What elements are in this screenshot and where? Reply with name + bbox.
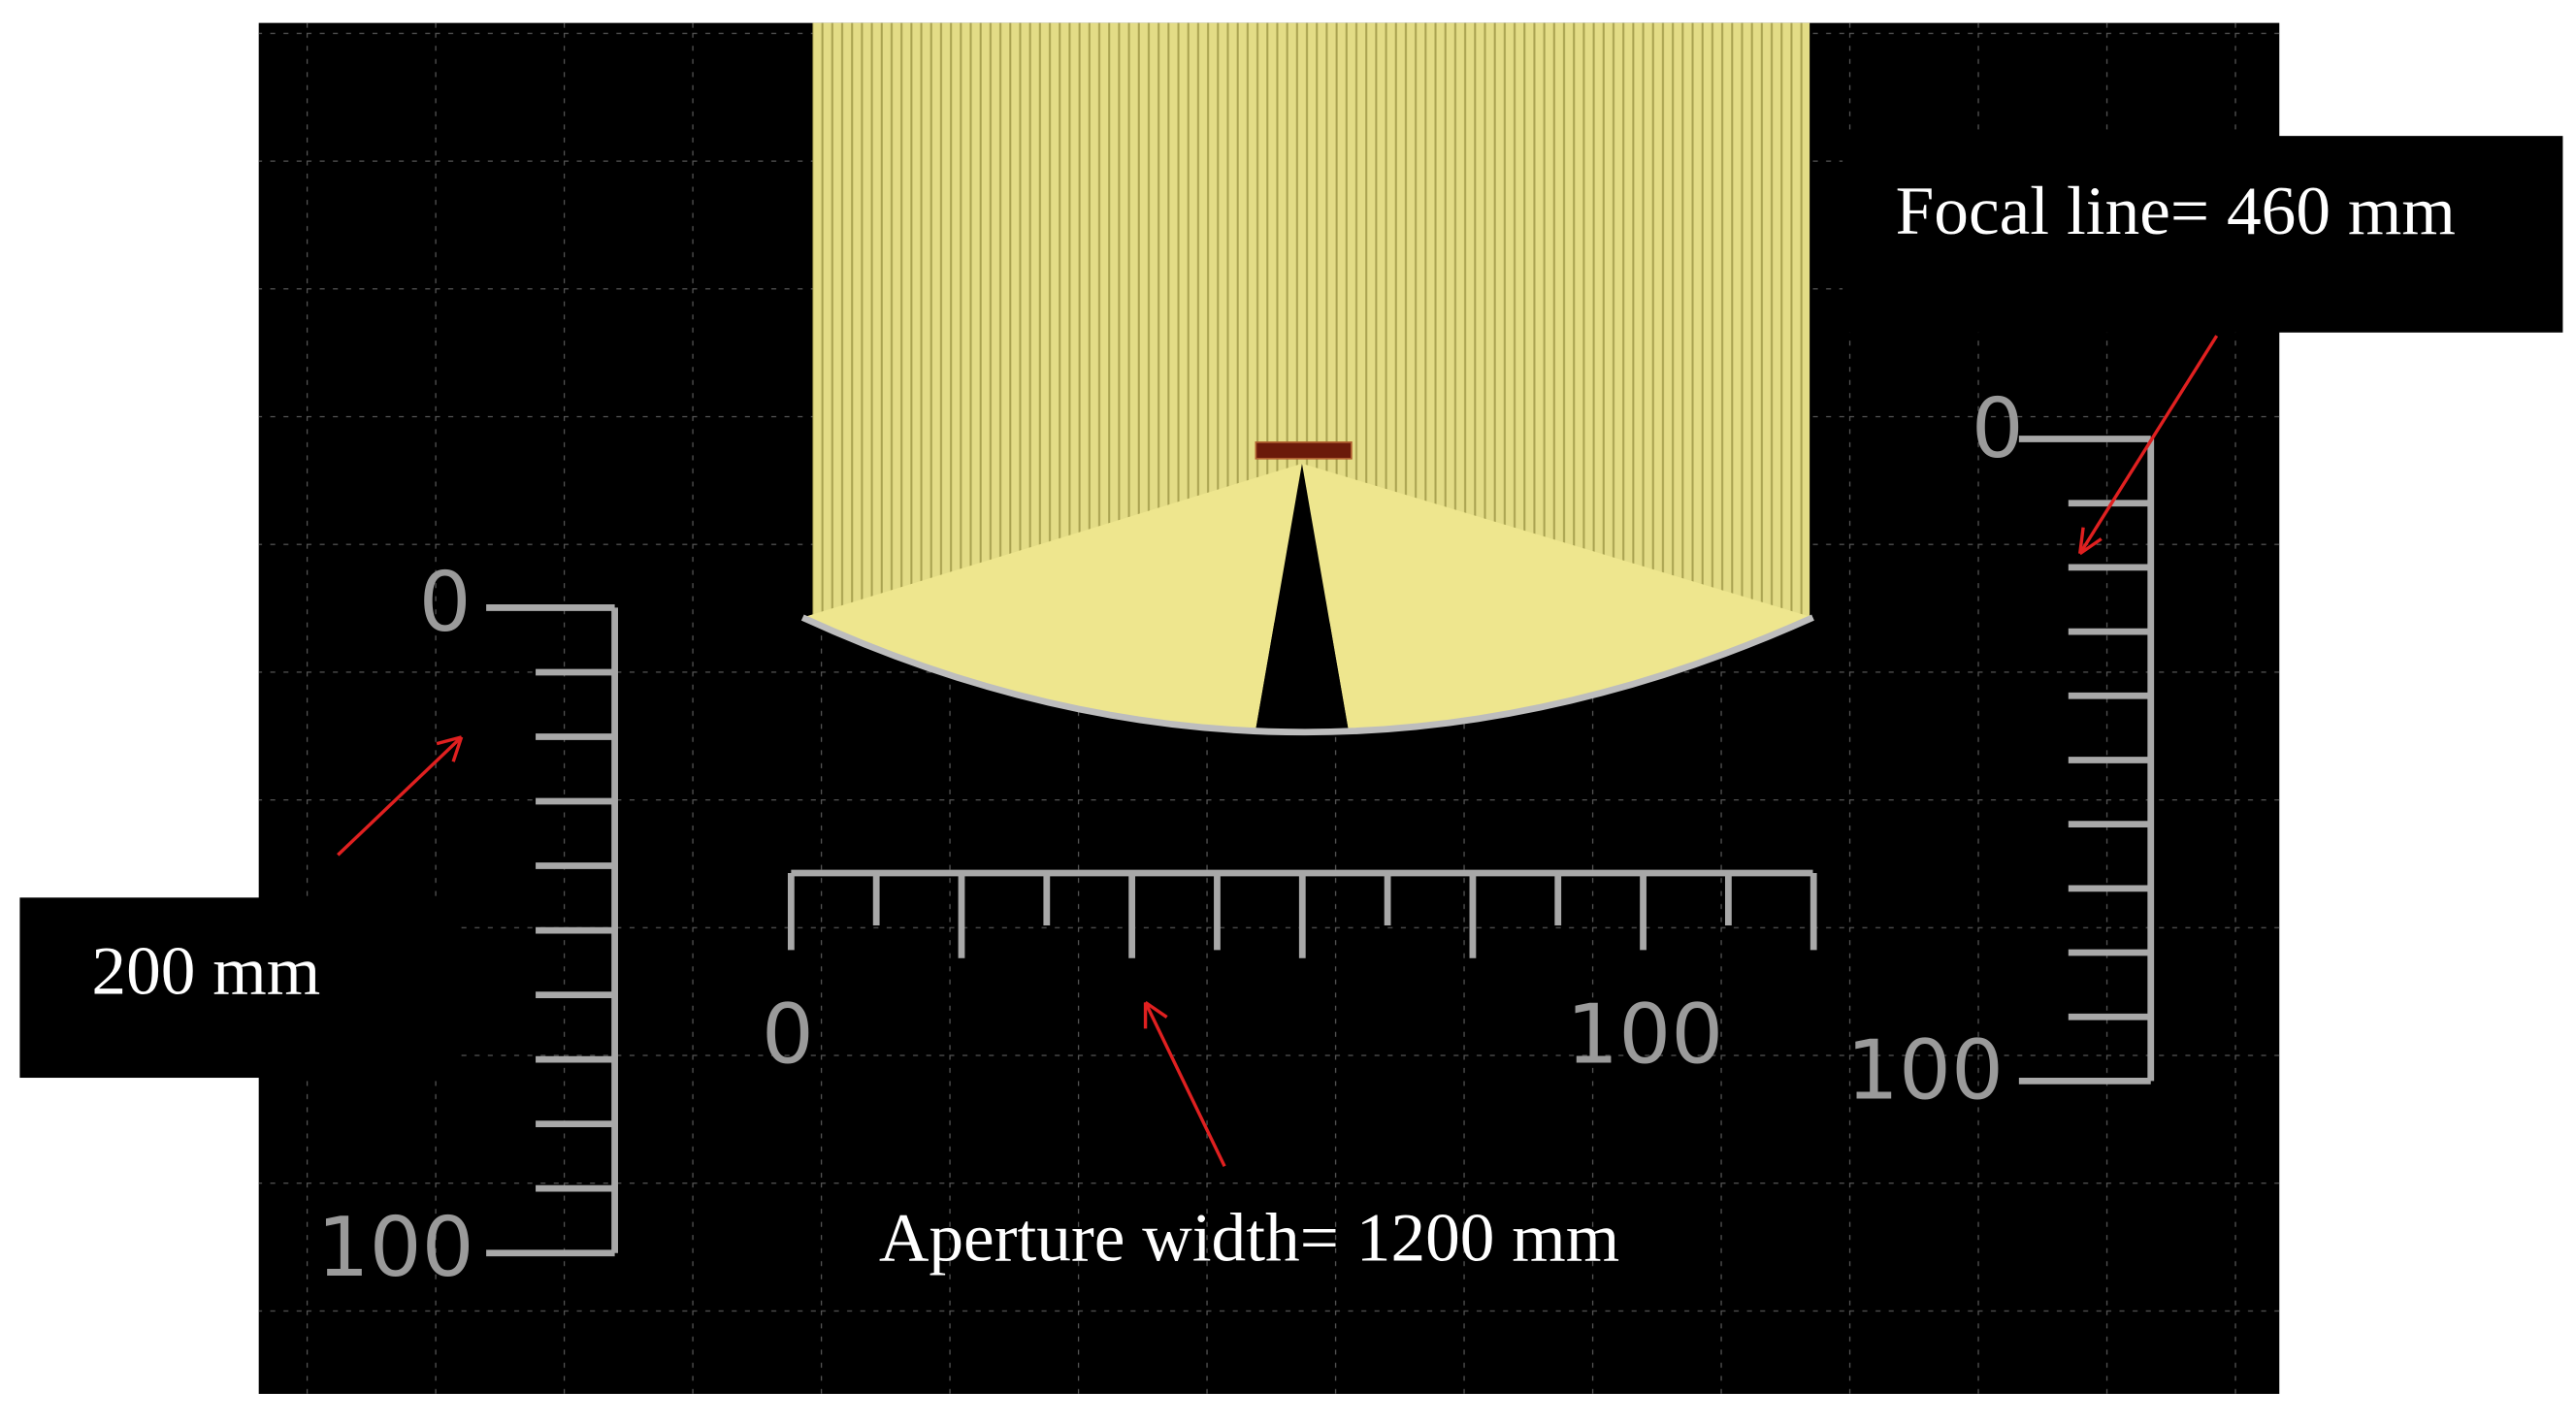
depth-arrow — [337, 735, 463, 857]
parabolic-trough — [800, 614, 1814, 736]
focal-arrow — [2078, 335, 2219, 555]
left-ruler-start: 0 — [419, 554, 472, 650]
depth-label: 200 mm — [91, 934, 320, 1010]
aperture-arrowhead — [1143, 1000, 1168, 1029]
bottom-ruler-start: 0 — [762, 987, 814, 1083]
aperture-label: Aperture width= 1200 mm — [879, 1201, 1619, 1277]
focal-label-box — [1842, 136, 2563, 333]
receiver-shadow — [1255, 463, 1349, 729]
reflected-rays-right — [1301, 463, 1813, 729]
receiver — [1255, 441, 1353, 460]
focal-line-label: Focal line= 460 mm — [1896, 174, 2456, 249]
bottom-ruler-end: 100 — [1566, 987, 1723, 1083]
depth-label-box — [19, 897, 459, 1079]
reflected-rays-left — [802, 463, 1302, 729]
aperture-arrow — [1144, 1001, 1226, 1167]
left-ruler-end: 100 — [317, 1199, 474, 1295]
rulers — [486, 436, 2155, 1257]
right-ruler-start: 0 — [1972, 380, 2024, 476]
arrows — [337, 335, 2219, 1167]
focal-arrowhead — [2078, 527, 2103, 556]
depth-arrowhead — [436, 735, 464, 762]
right-ruler-end: 100 — [1846, 1022, 2004, 1118]
